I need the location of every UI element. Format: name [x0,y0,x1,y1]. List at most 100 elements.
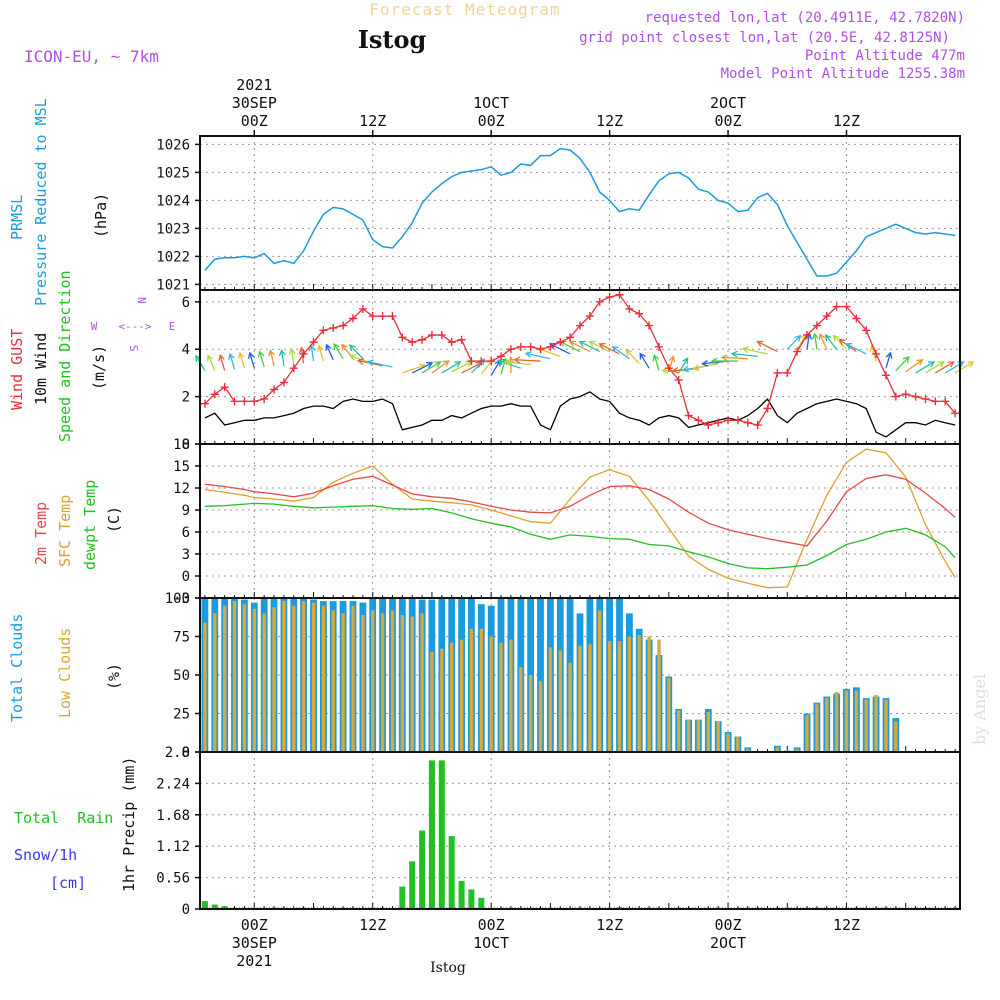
y-tick-label: 6 [182,295,190,311]
wind-arrow-head [937,361,945,368]
wind-arrow-head [206,354,214,362]
low-cloud-bar [331,610,335,752]
gust-marker [200,399,209,408]
wind-arrow [885,352,892,369]
gust-marker [526,342,535,351]
wind-arrow-head [710,357,718,365]
compass-w: W [91,320,98,333]
gust-marker [536,345,545,354]
low-cloud-bar [213,613,217,752]
watermark: by Angel [970,674,989,745]
low-cloud-bar [450,642,454,752]
gust-marker [724,416,733,425]
pressure-msl-label: Pressure Reduced to MSL [32,98,50,306]
gust-marker [654,342,663,351]
wind-arrow-head [967,361,975,368]
low-cloud-bar [499,642,503,752]
low-cloud-bar [232,601,237,752]
rain-bar [211,904,218,909]
compass-s: S [127,345,140,352]
gust-marker [566,333,575,342]
low-cloud-bar [874,695,878,752]
low-cloud-bar [775,747,780,752]
gust-marker [388,312,397,321]
gust-marker [842,302,851,311]
wind-arrow [525,352,551,360]
gust-marker [506,345,515,354]
gust-marker [348,314,357,323]
gust-marker [674,376,683,385]
total-rain-label: Total Rain [14,809,113,827]
wind-arrow-head [902,356,910,363]
gust-marker [753,421,762,430]
wind-arrow [833,335,847,350]
wind-arrow-head [652,353,660,362]
precip-unit: 1hr Precip (mm) [120,757,138,892]
gust-marker [911,392,920,401]
wind-arrow-head [692,364,700,372]
wind-arrow-head [247,351,255,359]
model-altitude: Model Point Altitude 1255.38m [721,66,965,82]
wind-arrow-head [588,340,596,347]
low-cloud-bar [667,678,671,752]
wind-arrow-head [885,351,893,359]
gust-marker [260,394,269,403]
low-cloud-bar [726,733,730,752]
wind-arrow-head [720,354,728,362]
gust-marker [319,326,328,335]
wind10m-label: 10m Wind [32,333,50,405]
low-cloud-bar [884,699,888,752]
gust-marker [299,349,308,358]
low-cloud-bar [558,650,562,752]
low-cloud-bar [292,605,296,752]
time-label-top: 12Z [359,112,386,130]
wind-arrow-head [668,355,676,363]
gust-marker [477,357,486,366]
y-tick-label: 12 [173,481,190,497]
wind-arrow [846,343,867,355]
wind-arrow [813,333,818,350]
wind-arrow [796,334,807,350]
y-tick-label: -3 [173,591,190,607]
time-label-bottom: 00Z [478,916,505,934]
total-clouds-label: Total Clouds [8,614,26,722]
gust-marker [437,331,446,340]
wind-arrow-head [442,360,450,367]
low-clouds-label: Low Clouds [56,628,74,718]
time-label-top: 00Z [715,112,742,130]
rain-bar [478,897,485,909]
y-tick-label: 0 [182,437,190,453]
gust-marker [368,312,377,321]
gust-marker [931,397,940,406]
rain-bar [448,836,455,909]
compass-arrow: <---> [118,320,151,333]
low-cloud-bar [390,610,395,752]
gust-marker [279,378,288,387]
y-tick-label: 0 [182,745,190,761]
wind-arrow [280,350,285,366]
low-cloud-bar [410,616,414,752]
wind-arrow-head [426,362,434,369]
low-cloud-bar [834,691,839,752]
y-tick-label: 2 [182,390,190,406]
low-cloud-bar [469,628,474,752]
low-cloud-bar [578,645,582,752]
y-tick-label: 18 [173,437,190,453]
low-cloud-bar [380,613,385,752]
gust-marker [516,342,525,351]
c-unit: (C) [105,506,123,533]
wind-arrow-head [228,352,235,361]
time-label-bottom: 00Z [715,916,742,934]
wind-arrow [925,361,945,374]
wind-arrow [806,333,810,350]
wind-arrow-head [824,334,832,342]
y-tick-label: 6 [182,525,190,541]
low-cloud-bar [696,719,701,752]
gust-marker [901,390,910,399]
wind-arrow [825,334,838,350]
rain-bar [419,830,426,909]
y-tick-label: 1022 [156,249,190,265]
wind-arrow-head [927,361,936,368]
gust-marker [822,312,831,321]
low-cloud-bar [647,636,651,752]
